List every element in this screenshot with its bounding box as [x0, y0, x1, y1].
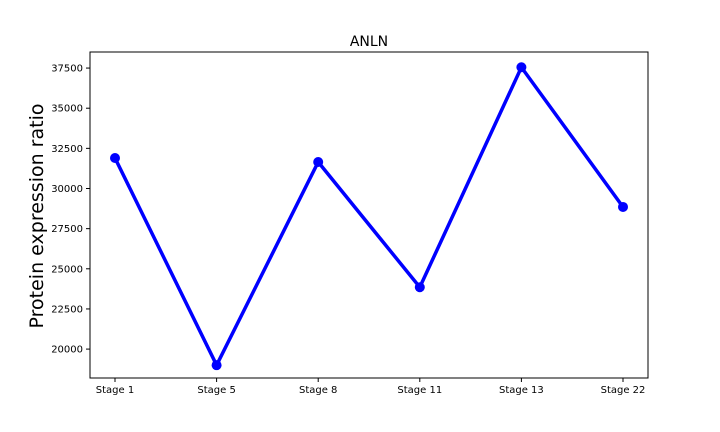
data-point: [516, 62, 527, 73]
chart-title: ANLN: [350, 34, 388, 50]
data-point: [414, 282, 425, 293]
x-tick-label: Stage 13: [499, 385, 544, 396]
data-point: [313, 157, 324, 168]
x-tick-label: Stage 1: [96, 385, 134, 396]
x-tick-label: Stage 8: [299, 385, 337, 396]
x-tick-label: Stage 11: [397, 385, 442, 396]
data-point: [110, 152, 120, 163]
data-point: [211, 360, 222, 371]
y-tick-label: 20000: [51, 345, 83, 356]
x-tick-label: Stage 22: [601, 385, 646, 396]
y-tick-label: 27500: [51, 224, 83, 235]
y-tick-label: 37500: [51, 64, 83, 75]
y-axis: 20000 22500 25000 27500 30000 32500 35000 37500: [51, 64, 90, 356]
y-tick-label: 35000: [51, 104, 83, 115]
y-tick-label: 25000: [51, 264, 83, 275]
x-tick-label: Stage 5: [197, 385, 235, 396]
plot-area-frame: [89, 51, 649, 379]
series-line: [113, 63, 625, 370]
y-tick-label: 32500: [51, 144, 83, 155]
series-layer: [110, 62, 628, 371]
data-point: [618, 201, 628, 212]
y-tick-label: 22500: [51, 304, 83, 315]
y-axis-label: Protein expression ratio: [26, 104, 48, 329]
x-axis: Stage 1 Stage 5 Stage 8 Stage 11 Stage 13 Sta…: [96, 378, 646, 396]
y-tick-label: 30000: [51, 184, 83, 195]
